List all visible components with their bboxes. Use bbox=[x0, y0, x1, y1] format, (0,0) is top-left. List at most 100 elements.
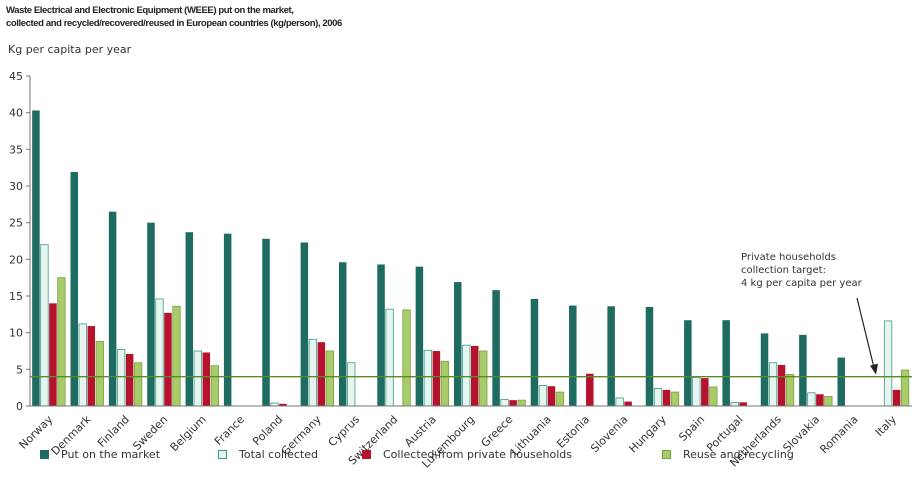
bar-reuse_recycling-slovakia bbox=[824, 396, 833, 407]
bar-total_collected-belgium bbox=[193, 350, 202, 407]
x-tick-label: Finland bbox=[95, 413, 132, 450]
x-tick-label: Cyprus bbox=[326, 413, 363, 450]
x-tick-label: Belgium bbox=[168, 413, 209, 454]
annotation-arrow-head bbox=[870, 363, 878, 375]
bar-total_collected-luxembourg bbox=[462, 344, 471, 407]
annotation-line-3: 4 kg per capita per year bbox=[741, 278, 862, 289]
legend-item-put-on-market: Put on the market bbox=[40, 448, 160, 461]
y-axis-label: Kg per capita per year bbox=[8, 43, 132, 56]
bar-put_on_market-cyprus bbox=[338, 262, 347, 406]
x-tick-label: Sweden bbox=[130, 413, 170, 453]
bar-put_on_market-estonia bbox=[569, 305, 577, 406]
bar-reuse_recycling-sweden bbox=[172, 305, 181, 407]
y-tick-label: 30 bbox=[9, 180, 23, 193]
bar-put_on_market-belgium bbox=[185, 232, 194, 406]
legend-label-total-collected: Total collected bbox=[239, 448, 318, 461]
target-annotation: Private households collection target: 4 … bbox=[741, 251, 862, 290]
bar-total_collected-spain bbox=[692, 376, 701, 407]
annotation-arrow-line bbox=[856, 297, 875, 368]
legend-label-put-on-market: Put on the market bbox=[61, 448, 161, 461]
bar-reuse_recycling-luxembourg bbox=[479, 350, 488, 407]
x-tick-label: Poland bbox=[250, 413, 285, 448]
bar-total_collected-portugal bbox=[730, 401, 739, 407]
annotation-line-2: collection target: bbox=[741, 265, 826, 276]
bar-private_households-luxembourg bbox=[471, 345, 479, 406]
bar-private_households-finland bbox=[125, 353, 134, 406]
x-tick-label: Slovenia bbox=[588, 413, 630, 455]
bar-put_on_market-sweden bbox=[147, 222, 155, 406]
bar-reuse_recycling-greece bbox=[517, 399, 526, 407]
bar-put_on_market-norway bbox=[32, 110, 40, 406]
bar-total_collected-netherlands bbox=[768, 362, 778, 407]
bar-private_households-hungary bbox=[662, 389, 671, 406]
bar-put_on_market-portugal bbox=[722, 320, 730, 406]
bar-total_collected-greece bbox=[500, 398, 509, 407]
y-tick-label: 10 bbox=[9, 327, 23, 340]
bar-reuse_recycling-spain bbox=[709, 386, 718, 407]
y-tick-label: 45 bbox=[9, 70, 23, 83]
bar-private_households-lithuania bbox=[547, 386, 556, 406]
y-tick-label: 15 bbox=[9, 290, 23, 303]
x-tick-label: Austria bbox=[402, 413, 439, 450]
bar-reuse_recycling-belgium bbox=[210, 365, 219, 407]
bar-reuse_recycling-finland bbox=[133, 362, 143, 407]
legend-swatch-put-on-market bbox=[40, 450, 49, 459]
x-tick-label: Italy bbox=[873, 413, 899, 439]
chart-title-line-2: collected and recycled/recovered/reused … bbox=[6, 18, 342, 29]
bar-private_households-greece bbox=[509, 400, 517, 406]
bar-reuse_recycling-hungary bbox=[670, 391, 680, 407]
bar-total_collected-denmark bbox=[78, 323, 87, 407]
bar-put_on_market-denmark bbox=[70, 172, 79, 406]
bar-total_collected-italy bbox=[883, 320, 893, 407]
bar-reuse_recycling-norway bbox=[57, 277, 66, 407]
legend-swatch-reuse-recycling bbox=[662, 450, 671, 459]
legend-swatch-private-households bbox=[362, 450, 371, 459]
bar-total_collected-austria bbox=[423, 349, 433, 407]
chart-title-line-1: Waste Electrical and Electronic Equipmen… bbox=[6, 5, 294, 16]
chart-title: Waste Electrical and Electronic Equipmen… bbox=[6, 4, 566, 30]
legend-item-total-collected: Total collected bbox=[218, 448, 318, 461]
bar-private_households-slovakia bbox=[816, 394, 824, 406]
x-tick-label: Estonia bbox=[554, 413, 592, 451]
legend-swatch-total-collected bbox=[218, 450, 227, 459]
bar-total_collected-switzerland bbox=[385, 308, 394, 407]
bar-private_households-austria bbox=[432, 351, 441, 406]
bar-private_households-estonia bbox=[586, 373, 594, 406]
bar-private_households-belgium bbox=[202, 352, 211, 406]
bar-put_on_market-greece bbox=[492, 290, 500, 406]
bar-put_on_market-netherlands bbox=[760, 333, 769, 406]
bar-total_collected-germany bbox=[308, 338, 318, 407]
legend-label-private-households: Collected from private households bbox=[383, 448, 573, 461]
bar-total_collected-slovakia bbox=[807, 392, 816, 407]
bar-private_households-sweden bbox=[164, 312, 172, 406]
bar-private_households-slovenia bbox=[624, 401, 632, 406]
bar-put_on_market-lithuania bbox=[530, 298, 539, 406]
y-tick-label: 0 bbox=[16, 400, 23, 413]
bar-private_households-portugal bbox=[739, 402, 747, 406]
legend-item-private-households: Collected from private households bbox=[362, 448, 572, 461]
y-tick-label: 35 bbox=[9, 143, 23, 156]
bar-reuse_recycling-lithuania bbox=[555, 391, 565, 407]
annotation-line-1: Private households bbox=[741, 252, 836, 263]
bar-reuse_recycling-germany bbox=[325, 350, 335, 407]
bar-reuse_recycling-italy bbox=[900, 369, 910, 407]
bar-total_collected-cyprus bbox=[347, 362, 356, 407]
x-tick-label: Romania bbox=[817, 413, 860, 456]
bar-put_on_market-france bbox=[223, 233, 232, 406]
bar-reuse_recycling-denmark bbox=[95, 341, 104, 407]
legend-label-reuse-recycling: Reuse and recycling bbox=[683, 448, 794, 461]
bar-put_on_market-finland bbox=[108, 211, 117, 406]
bar-put_on_market-luxembourg bbox=[454, 282, 462, 406]
bar-put_on_market-germany bbox=[300, 242, 309, 406]
x-tick-label: Greece bbox=[479, 413, 516, 450]
bar-private_households-spain bbox=[701, 378, 709, 406]
bar-put_on_market-hungary bbox=[645, 307, 654, 406]
x-tick-label: Spain bbox=[676, 413, 707, 444]
bar-private_households-netherlands bbox=[777, 364, 786, 406]
bar-reuse_recycling-switzerland bbox=[402, 309, 411, 407]
bar-put_on_market-slovakia bbox=[799, 334, 807, 406]
y-tick-label: 20 bbox=[9, 253, 23, 266]
bar-total_collected-sweden bbox=[155, 298, 164, 407]
bar-reuse_recycling-netherlands bbox=[785, 374, 795, 407]
